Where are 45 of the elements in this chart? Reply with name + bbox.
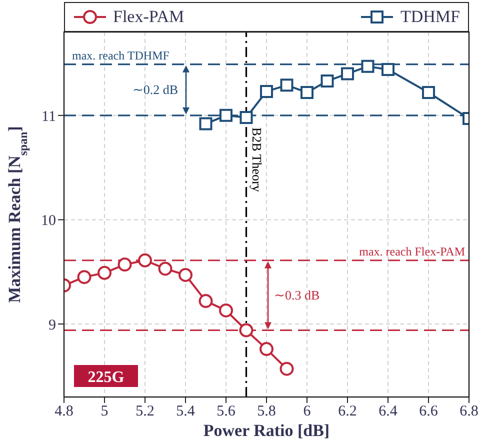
- point: [260, 342, 274, 356]
- point: [118, 258, 132, 272]
- x-tick-label: 6.2: [338, 404, 357, 420]
- point: [320, 74, 334, 88]
- annotation: 225G: [88, 369, 125, 386]
- point: [240, 111, 253, 124]
- x-tick-label: 5.2: [136, 404, 154, 420]
- point: [239, 323, 254, 338]
- point: [158, 262, 172, 276]
- y-tick-label: 11: [42, 108, 56, 125]
- point: [138, 253, 152, 268]
- point: [198, 294, 213, 308]
- x-tick-label: 6.4: [378, 404, 398, 420]
- x-tick-label: 4.8: [54, 404, 74, 420]
- x-tick-label: 5.8: [257, 404, 276, 420]
- point: [220, 108, 232, 122]
- point: [219, 303, 233, 318]
- point: [199, 117, 212, 130]
- annotation: ∼0.2 dB: [132, 82, 178, 97]
- x-tick-label: 6.6: [419, 404, 438, 420]
- legend-label: Flex-PAM: [113, 7, 184, 27]
- point: [341, 67, 354, 80]
- x-tick-label: 6: [303, 404, 312, 420]
- y-tick-label: 10: [41, 213, 56, 230]
- point: [260, 84, 273, 98]
- point: [77, 270, 92, 284]
- x-tick-label: 5: [100, 404, 108, 420]
- annotation: ∼0.3 dB: [274, 287, 320, 302]
- x-tick-label: 5.6: [216, 404, 236, 420]
- point: [382, 63, 394, 76]
- point: [422, 86, 435, 99]
- point: [280, 362, 294, 376]
- x-tick-label: 5.4: [176, 404, 196, 420]
- point: [98, 266, 112, 280]
- ref-line-label: max. reach TDHMF: [72, 48, 170, 62]
- y-tick-label: 9: [48, 317, 56, 334]
- legend-label: TDHMF: [400, 7, 460, 27]
- ref-line-label: max. reach Flex-PAM: [359, 244, 466, 258]
- x-axis-title: Power Ratio [dB]: [203, 421, 330, 440]
- point: [280, 78, 294, 92]
- x-tick-label: 6.8: [460, 404, 478, 420]
- point: [361, 60, 374, 73]
- point: [178, 268, 192, 282]
- point: [300, 86, 314, 99]
- ref-line-label: B2B Theory: [249, 127, 264, 192]
